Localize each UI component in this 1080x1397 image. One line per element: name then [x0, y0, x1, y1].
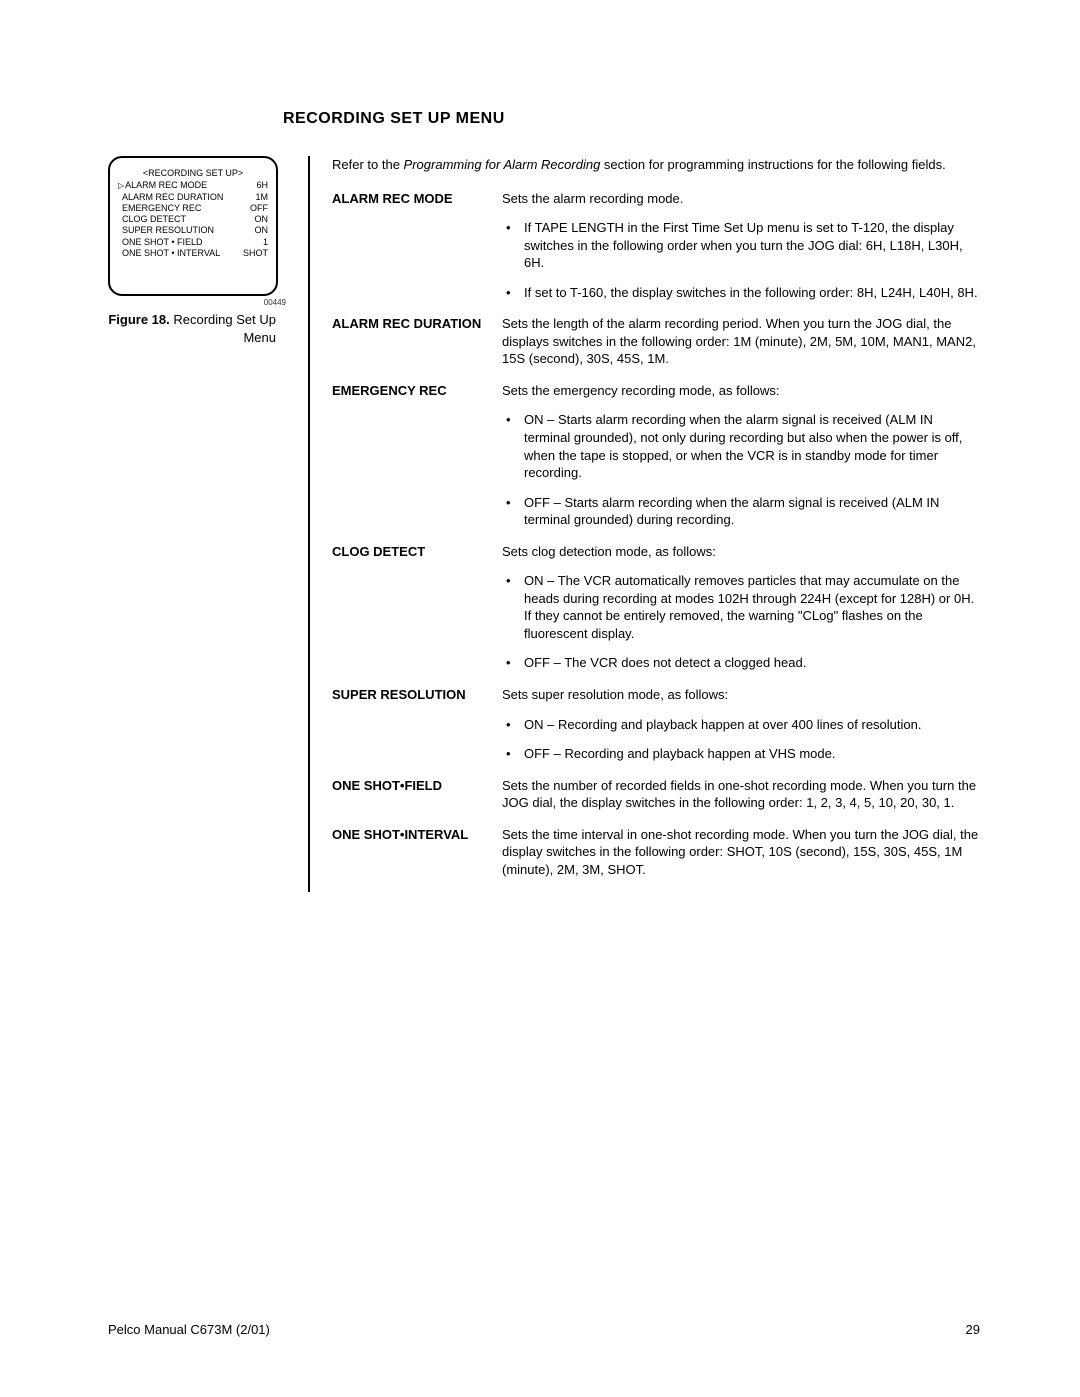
monitor-label: ALARM REC DURATION	[122, 192, 223, 203]
field-description: Sets the time interval in one-shot recor…	[502, 826, 980, 879]
field-description: Sets clog detection mode, as follows: ON …	[502, 543, 980, 672]
monitor-row: CLOG DETECT ON	[118, 214, 268, 225]
bullet-list: ON – Recording and playback happen at ov…	[502, 716, 980, 763]
footer-right: 29	[966, 1322, 980, 1337]
field-label: ALARM REC DURATION	[332, 315, 502, 368]
monitor-label: SUPER RESOLUTION	[122, 225, 214, 236]
bullet-item: If TAPE LENGTH in the First Time Set Up …	[502, 219, 980, 272]
field-label: ONE SHOT•INTERVAL	[332, 826, 502, 879]
field-description: Sets the length of the alarm recording p…	[502, 315, 980, 368]
field-desc-text: Sets super resolution mode, as follows:	[502, 686, 980, 704]
monitor-label: EMERGENCY REC	[122, 203, 201, 214]
field-description: Sets the alarm recording mode. If TAPE LE…	[502, 190, 980, 302]
page: RECORDING SET UP MENU <RECORDING SET UP>…	[0, 0, 1080, 952]
monitor-label: ONE SHOT • INTERVAL	[122, 248, 220, 259]
field-desc-text: Sets the emergency recording mode, as fo…	[502, 382, 980, 400]
monitor-label: CLOG DETECT	[122, 214, 186, 225]
field-description: Sets the emergency recording mode, as fo…	[502, 382, 980, 529]
figure-number: 00449	[108, 298, 286, 307]
field-desc-text: Sets the number of recorded fields in on…	[502, 777, 980, 812]
bullet-item: ON – Starts alarm recording when the ala…	[502, 411, 980, 481]
section-title: RECORDING SET UP MENU	[283, 110, 980, 128]
monitor-value: ON	[255, 225, 269, 236]
bullet-list: ON – Starts alarm recording when the ala…	[502, 411, 980, 528]
bullet-item: If set to T-160, the display switches in…	[502, 284, 980, 302]
monitor-graphic: <RECORDING SET UP> ▷ALARM REC MODE 6H AL…	[108, 156, 278, 296]
monitor-value: ON	[255, 214, 269, 225]
field-description: Sets super resolution mode, as follows: O…	[502, 686, 980, 763]
figure-caption: Figure 18. Recording Set Up Menu	[108, 311, 288, 346]
monitor-value: 6H	[256, 180, 268, 191]
monitor-row: ONE SHOT • FIELD 1	[118, 237, 268, 248]
fields-container: ALARM REC MODESets the alarm recording m…	[332, 190, 980, 879]
field-block: ALARM REC DURATIONSets the length of the…	[332, 315, 980, 368]
field-block: ALARM REC MODESets the alarm recording m…	[332, 190, 980, 302]
bullet-item: OFF – Recording and playback happen at V…	[502, 745, 980, 763]
monitor-header: <RECORDING SET UP>	[118, 168, 268, 179]
field-block: ONE SHOT•FIELDSets the number of recorde…	[332, 777, 980, 812]
monitor-row: SUPER RESOLUTION ON	[118, 225, 268, 236]
bullet-item: OFF – Starts alarm recording when the al…	[502, 494, 980, 529]
footer-left: Pelco Manual C673M (2/01)	[108, 1322, 270, 1337]
monitor-row: ONE SHOT • INTERVAL SHOT	[118, 248, 268, 259]
vertical-divider	[308, 156, 310, 892]
monitor-value: 1M	[255, 192, 268, 203]
caption-text: Recording Set Up Menu	[170, 312, 276, 345]
monitor-row: ALARM REC DURATION 1M	[118, 192, 268, 203]
field-desc-text: Sets the alarm recording mode.	[502, 190, 980, 208]
intro-text: Refer to the Programming for Alarm Recor…	[332, 156, 980, 174]
field-label: SUPER RESOLUTION	[332, 686, 502, 763]
field-label: ONE SHOT•FIELD	[332, 777, 502, 812]
bullet-list: If TAPE LENGTH in the First Time Set Up …	[502, 219, 980, 301]
field-label: CLOG DETECT	[332, 543, 502, 672]
right-column: Refer to the Programming for Alarm Recor…	[332, 156, 980, 892]
bullet-item: ON – The VCR automatically removes parti…	[502, 572, 980, 642]
caption-bold: Figure 18.	[108, 312, 169, 327]
field-block: SUPER RESOLUTIONSets super resolution mo…	[332, 686, 980, 763]
field-block: EMERGENCY RECSets the emergency recordin…	[332, 382, 980, 529]
monitor-row: ▷ALARM REC MODE 6H	[118, 180, 268, 191]
bullet-item: ON – Recording and playback happen at ov…	[502, 716, 980, 734]
field-desc-text: Sets the time interval in one-shot recor…	[502, 826, 980, 879]
main-row: <RECORDING SET UP> ▷ALARM REC MODE 6H AL…	[108, 156, 980, 892]
intro-italic: Programming for Alarm Recording	[404, 157, 601, 172]
field-block: ONE SHOT•INTERVALSets the time interval …	[332, 826, 980, 879]
monitor-label: ALARM REC MODE	[125, 180, 207, 190]
page-footer: Pelco Manual C673M (2/01) 29	[108, 1322, 980, 1337]
field-description: Sets the number of recorded fields in on…	[502, 777, 980, 812]
bullet-item: OFF – The VCR does not detect a clogged …	[502, 654, 980, 672]
field-label: ALARM REC MODE	[332, 190, 502, 302]
field-block: CLOG DETECTSets clog detection mode, as …	[332, 543, 980, 672]
field-desc-text: Sets clog detection mode, as follows:	[502, 543, 980, 561]
cursor-icon: ▷	[118, 181, 124, 190]
monitor-value: 1	[263, 237, 268, 248]
bullet-list: ON – The VCR automatically removes parti…	[502, 572, 980, 672]
left-column: <RECORDING SET UP> ▷ALARM REC MODE 6H AL…	[108, 156, 288, 346]
field-label: EMERGENCY REC	[332, 382, 502, 529]
monitor-label: ONE SHOT • FIELD	[122, 237, 203, 248]
monitor-row: EMERGENCY REC OFF	[118, 203, 268, 214]
monitor-value: OFF	[250, 203, 268, 214]
field-desc-text: Sets the length of the alarm recording p…	[502, 315, 980, 368]
monitor-value: SHOT	[243, 248, 268, 259]
